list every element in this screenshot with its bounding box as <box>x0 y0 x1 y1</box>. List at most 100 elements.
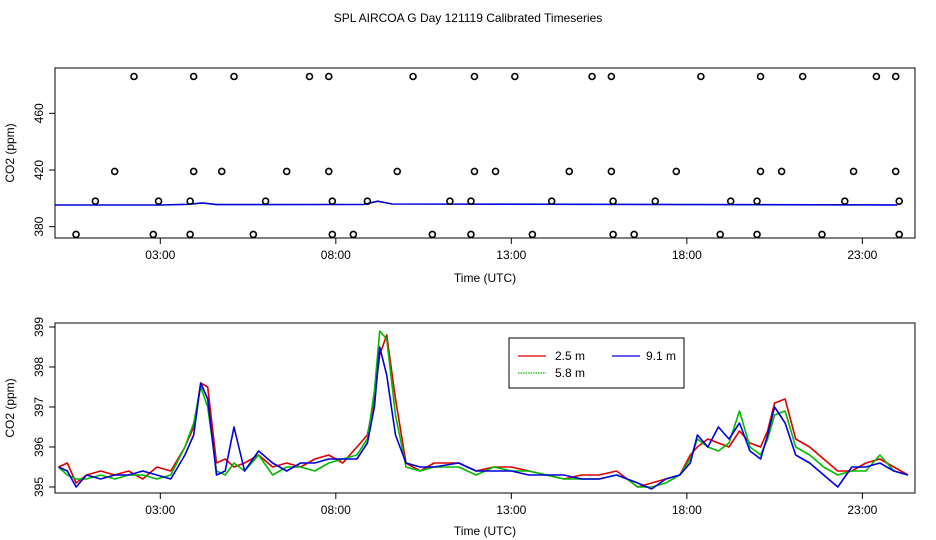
flag-point <box>565 167 574 176</box>
bot-y-tick-label: 399 <box>32 317 46 337</box>
legend: 2.5 m 5.8 m 9.1 m <box>508 337 685 389</box>
flag-point <box>130 72 138 81</box>
top-x-tick-label: 08:00 <box>321 248 351 262</box>
bottom-series-layer <box>57 330 909 490</box>
flag-point <box>609 197 617 205</box>
bot-series-line-2-5-m <box>58 334 909 488</box>
flag-point <box>756 167 765 176</box>
bottom-y-axis-label: CO2 (ppm) <box>3 378 17 437</box>
flag-point <box>189 72 198 81</box>
flag-point <box>607 167 616 176</box>
flag-point <box>630 230 638 239</box>
top-y-axis-label: CO2 (ppm) <box>3 123 17 182</box>
top-x-tick-label: 13:00 <box>496 248 526 262</box>
flag-point <box>467 197 475 205</box>
flag-point <box>428 230 437 239</box>
flag-point <box>328 197 337 205</box>
flag-point <box>891 167 900 176</box>
flag-point <box>261 197 270 205</box>
flag-point <box>818 230 826 239</box>
flag-point <box>547 197 556 205</box>
bot-x-tick-label: 23:00 <box>847 503 877 517</box>
flag-point <box>328 230 337 239</box>
legend-label-2-5m: 2.5 m <box>555 349 585 363</box>
flag-point <box>72 230 80 239</box>
top-x-tick-label: 23:00 <box>847 248 877 262</box>
flag-point <box>849 167 858 176</box>
bot-x-tick-label: 08:00 <box>321 503 351 517</box>
flag-point <box>491 167 500 176</box>
flag-point <box>186 230 194 239</box>
flag-point <box>230 72 238 81</box>
bottom-plot-frame <box>54 322 916 494</box>
flag-point <box>324 167 333 176</box>
flag-point <box>467 230 475 239</box>
top-y-tick-label: 460 <box>32 103 46 123</box>
flag-point <box>154 197 163 205</box>
flag-point <box>609 230 617 239</box>
flag-point <box>511 72 519 81</box>
flag-point <box>349 230 358 239</box>
flag-point <box>470 167 479 176</box>
flag-point <box>409 72 417 81</box>
bot-x-tick-label: 03:00 <box>145 503 175 517</box>
bot-y-tick-label: 398 <box>32 357 46 377</box>
top-series-layer <box>55 200 898 206</box>
flag-point <box>798 72 807 81</box>
bottom-x-axis-label: Time (UTC) <box>454 524 516 538</box>
flag-point <box>528 230 537 239</box>
flag-point <box>777 167 786 176</box>
chart-title: SPL AIRCOA G Day 121119 Calibrated Times… <box>334 11 603 25</box>
flag-point <box>672 167 681 176</box>
flag-point <box>91 197 100 205</box>
flag-point <box>716 230 724 239</box>
flag-point <box>110 167 119 176</box>
flag-point <box>697 72 705 81</box>
top-series-line-0 <box>55 200 898 206</box>
flag-point <box>149 230 158 239</box>
flag-point <box>756 72 765 81</box>
top-flag-points <box>72 72 904 239</box>
bottom-y-axis: 395 396 397 398 399 <box>32 317 55 497</box>
flag-point <box>895 230 904 239</box>
bot-series-line-5-8-m <box>57 330 909 488</box>
flag-point <box>305 72 314 81</box>
bot-y-tick-label: 396 <box>32 437 46 457</box>
flag-point <box>607 72 616 81</box>
flag-point <box>324 72 333 81</box>
top-x-axis: 03:00 08:00 13:00 18:00 23:00 <box>145 238 878 262</box>
flag-point <box>282 167 291 176</box>
top-x-axis-label: Time (UTC) <box>454 271 516 285</box>
top-panel: 03:00 08:00 13:00 18:00 23:00 380 420 460 Time… <box>3 67 916 285</box>
flag-point <box>726 197 735 205</box>
bot-y-tick-label: 395 <box>32 477 46 497</box>
bot-y-tick-label: 397 <box>32 397 46 417</box>
top-y-axis: 380 420 460 <box>32 103 55 237</box>
bottom-panel: 03:00 08:00 13:00 18:00 23:00 39539639739839… <box>3 317 916 538</box>
top-y-tick-label: 380 <box>32 216 46 236</box>
top-x-tick-label: 18:00 <box>672 248 702 262</box>
flag-point <box>446 197 454 205</box>
bottom-x-axis: 03:00 08:00 13:00 18:00 23:00 <box>145 493 878 517</box>
flag-point <box>753 230 761 239</box>
top-plot-frame <box>54 67 916 239</box>
bot-x-tick-label: 18:00 <box>672 503 702 517</box>
legend-box <box>508 337 685 389</box>
flag-point <box>895 197 904 205</box>
bot-x-tick-label: 13:00 <box>496 503 526 517</box>
flag-point <box>651 197 660 205</box>
flag-point <box>753 197 761 205</box>
flag-point <box>363 197 372 205</box>
flag-point <box>189 167 198 176</box>
flag-point <box>249 230 258 239</box>
legend-label-9-1m: 9.1 m <box>646 349 676 363</box>
flag-point <box>217 167 226 176</box>
bot-series-line-9-1-m <box>58 346 909 490</box>
flag-point <box>872 72 881 81</box>
flag-point <box>588 72 596 81</box>
flag-point <box>470 72 479 81</box>
flag-point <box>186 197 194 205</box>
top-y-tick-label: 420 <box>32 160 46 180</box>
flag-point <box>393 167 402 176</box>
